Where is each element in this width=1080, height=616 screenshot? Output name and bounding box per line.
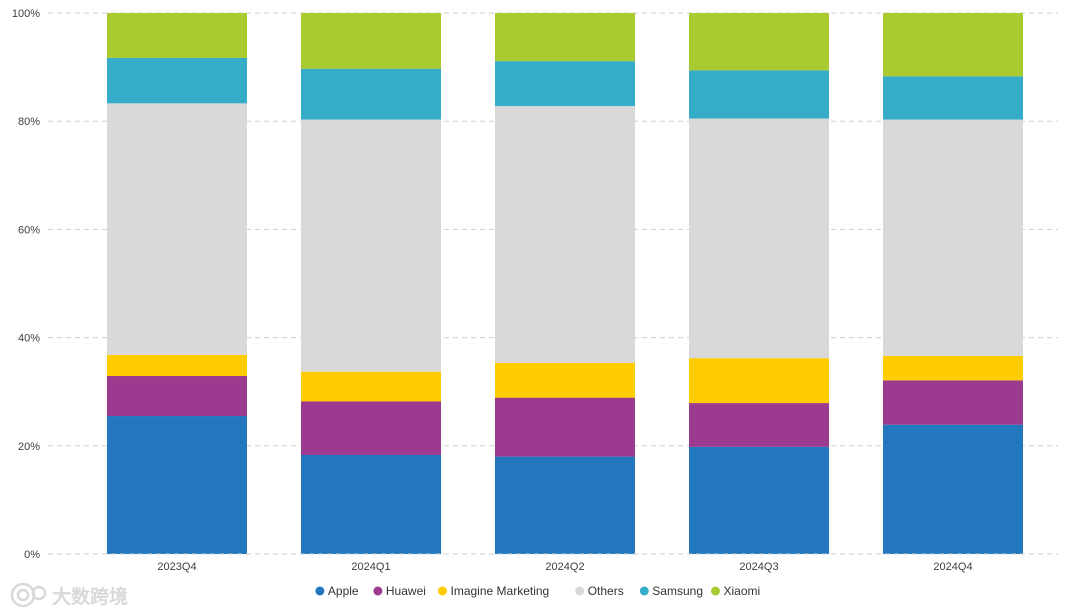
y-tick-label: 40%	[18, 333, 40, 345]
x-tick-label: 2024Q3	[739, 561, 778, 573]
y-axis-ticks: 0% 20% 40% 60% 80% 100%	[12, 8, 40, 561]
bar-segment-huawei	[107, 376, 247, 417]
x-tick-label: 2023Q4	[157, 561, 196, 573]
legend-label: Samsung	[652, 584, 703, 598]
legend-marker	[315, 586, 325, 596]
watermark-text: 大数跨境	[52, 585, 128, 608]
x-tick-label: 2024Q4	[933, 561, 972, 573]
bar-segment-imagine-marketing	[301, 371, 441, 402]
bar-segment-xiaomi	[495, 13, 635, 62]
bar-segment-others	[301, 119, 441, 372]
bar-segment-samsung	[883, 76, 1023, 120]
bars	[107, 13, 1023, 554]
logo-icon	[10, 582, 47, 608]
bar-segment-imagine-marketing	[883, 355, 1023, 381]
bar-segment-others	[883, 119, 1023, 356]
bar-segment-others	[495, 106, 635, 364]
bar-segment-xiaomi	[107, 13, 247, 58]
bar-segment-imagine-marketing	[107, 354, 247, 377]
legend-marker	[711, 586, 720, 596]
bar-segment-apple	[107, 416, 247, 554]
legend-marker	[373, 586, 383, 596]
bar-segment-others	[689, 118, 829, 359]
bar-segment-imagine-marketing	[495, 363, 635, 398]
legend: Apple Huawei Imagine Marketing Others Samsun…	[315, 584, 760, 598]
bar-segment-apple	[689, 446, 829, 554]
legend-label: Huawei	[386, 584, 426, 598]
x-axis-ticks: 2023Q4 2024Q1 2024Q2 2024Q3 2024Q4	[157, 561, 972, 573]
legend-label: Xiaomi	[724, 584, 761, 598]
y-tick-label: 60%	[18, 224, 40, 236]
x-tick-label: 2024Q2	[545, 561, 584, 573]
bar-segment-samsung	[301, 68, 441, 120]
y-tick-label: 20%	[18, 441, 40, 453]
bar-segment-samsung	[495, 61, 635, 107]
bar-segment-huawei	[883, 380, 1023, 425]
y-tick-label: 80%	[18, 116, 40, 128]
bar-segment-others	[107, 103, 247, 355]
bar-segment-apple	[495, 456, 635, 554]
bar-segment-samsung	[107, 57, 247, 104]
legend-label: Others	[588, 584, 624, 598]
bar-segment-xiaomi	[883, 13, 1023, 77]
bar-segment-xiaomi	[301, 13, 441, 69]
bar-segment-huawei	[495, 397, 635, 457]
y-tick-label: 100%	[12, 8, 40, 20]
legend-label: Imagine Marketing	[451, 584, 550, 598]
bar-segment-samsung	[689, 70, 829, 119]
bar-segment-apple	[301, 454, 441, 554]
bar-segment-imagine-marketing	[689, 358, 829, 404]
legend-marker	[575, 586, 585, 596]
bar-segment-huawei	[301, 401, 441, 455]
legend-marker	[438, 586, 447, 596]
x-tick-label: 2024Q1	[351, 561, 390, 573]
legend-marker	[639, 586, 649, 596]
bar-segment-xiaomi	[689, 13, 829, 71]
watermark: 大数跨境	[10, 582, 128, 608]
bar-segment-huawei	[689, 403, 829, 447]
legend-label: Apple	[328, 584, 359, 598]
y-tick-label: 0%	[24, 549, 40, 561]
bar-segment-apple	[883, 424, 1023, 554]
